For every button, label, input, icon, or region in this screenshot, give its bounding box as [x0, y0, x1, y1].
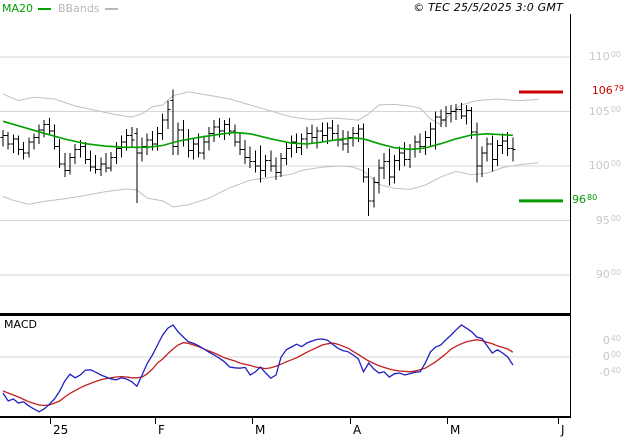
price-axis-tick-label: 11000: [588, 50, 621, 63]
price-axis-tick-label: 10000: [588, 159, 621, 172]
bottom-axis-line: [0, 416, 571, 418]
time-axis-tick-label: M: [255, 423, 266, 437]
macd-axis-tick-label: 000: [602, 350, 621, 363]
price-axis-tick-label: 9000: [595, 268, 621, 281]
price-axis-tick-label: 9500: [595, 213, 621, 227]
axis-frame: [0, 14, 571, 424]
support-level-label: 9680: [572, 192, 598, 206]
resistance-level-label: 10679: [591, 83, 624, 97]
price-axis-tick-label: 10500: [588, 104, 621, 118]
time-axis-tick-label: A: [353, 423, 362, 437]
ohlc-bars: [0, 89, 516, 217]
ma20-line: [2, 120, 513, 151]
time-axis-tick-label: 25: [53, 423, 69, 437]
panel-separator-line: [0, 313, 571, 316]
legend-ma20-label: MA20: [2, 2, 34, 15]
macd-panel-label: MACD: [4, 318, 37, 331]
legend-bbands-label: BBands: [58, 2, 100, 15]
gridlines: [0, 56, 570, 358]
macd-axis-tick-label: -040: [598, 366, 621, 379]
copyright-timestamp: © TEC 25/5/2025 3:0 GMT: [413, 1, 563, 14]
macd-line: [2, 324, 514, 413]
time-axis-tick-label: M: [450, 423, 461, 437]
legend: MA20 BBands: [2, 2, 125, 15]
time-axis-tick-label: J: [561, 423, 565, 437]
bollinger-upper-line: [2, 91, 539, 126]
macd-signal-line: [2, 339, 514, 407]
legend-bbands-swatch: [104, 7, 118, 10]
legend-ma20-swatch: [38, 7, 52, 10]
time-axis-tick-label: F: [158, 423, 165, 437]
macd-axis-tick-label: 040: [602, 334, 621, 347]
